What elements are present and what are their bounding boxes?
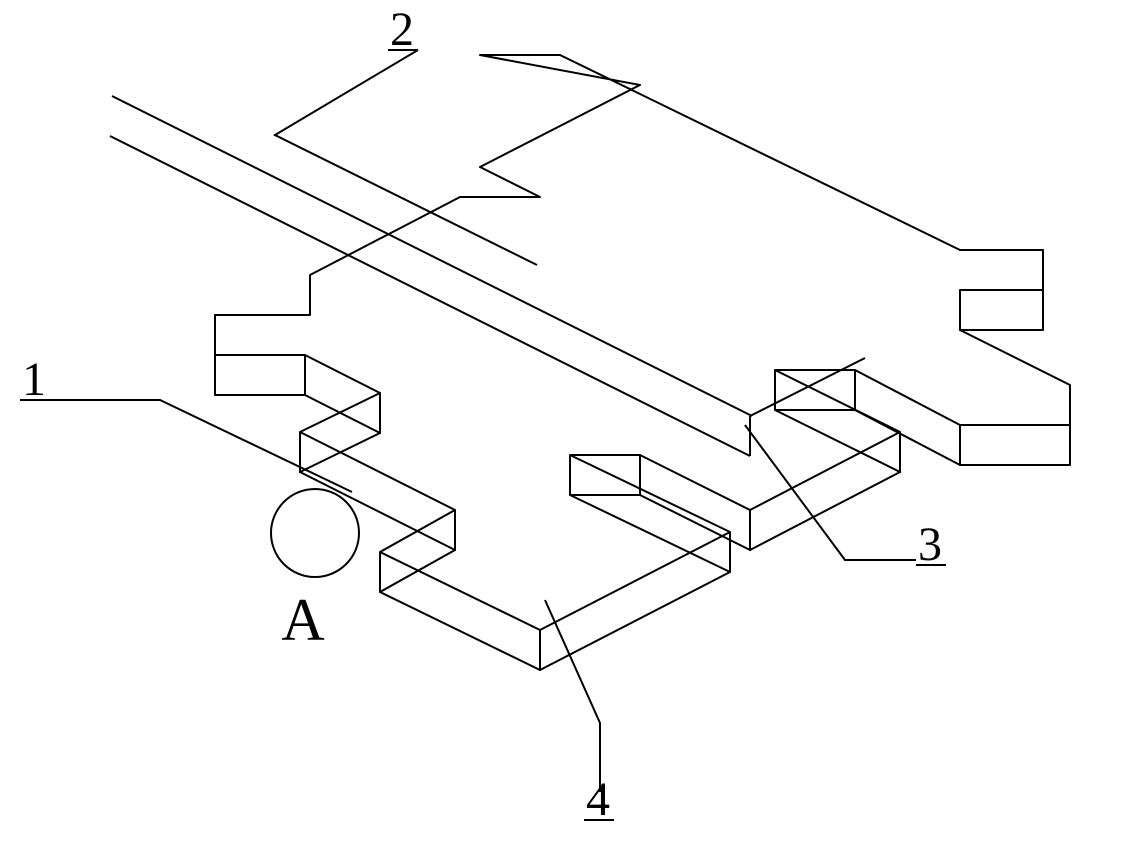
label-2: 2 [390, 3, 414, 56]
technical-diagram: 1 2 3 4 A [0, 0, 1125, 855]
leader-line [50, 400, 352, 492]
label-1: 1 [22, 353, 46, 406]
annotation-4: 4 [545, 600, 614, 826]
detail-letter-A: A [281, 587, 324, 653]
label-3: 3 [918, 518, 942, 571]
leader-line [545, 600, 600, 792]
detail-circle-A [271, 489, 359, 577]
label-4: 4 [586, 773, 610, 826]
extruded-grid-part [215, 55, 1070, 670]
